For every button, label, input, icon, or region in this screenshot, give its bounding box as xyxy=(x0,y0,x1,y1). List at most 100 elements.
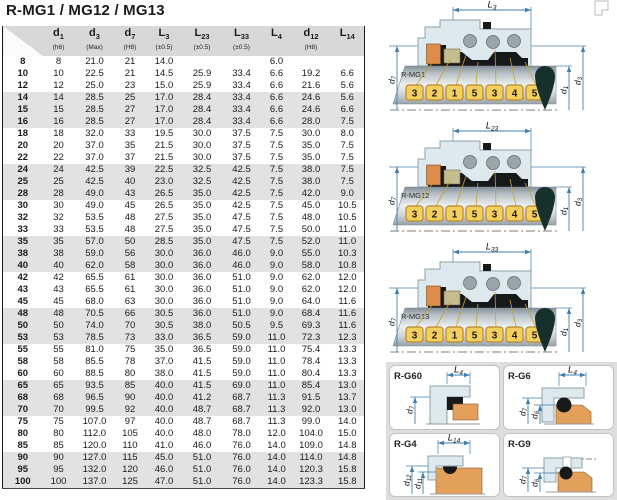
dimension-L4: L4 xyxy=(559,366,586,378)
row-label-cell: 18 xyxy=(17,128,29,139)
part-tag xyxy=(445,84,464,101)
svg-text:d6: d6 xyxy=(530,410,542,419)
spring xyxy=(426,43,441,65)
table-cell: 30 xyxy=(53,200,64,211)
table-cell: 38.0 xyxy=(154,368,174,379)
table-cell: 42.5 xyxy=(74,164,115,176)
dimension-table-wrap: d1 (h6) d3 (Max) d7 (H8) L3 (±0.5) L23 (±0.5) L33(… xyxy=(2,26,365,489)
table-cell: 120 xyxy=(114,464,146,476)
table-cell: 13.3 xyxy=(338,356,357,367)
table-cell: 17.0 xyxy=(145,116,183,128)
table-cell: 11.0 xyxy=(330,236,365,248)
seat-diagram-r-g9: R-G9 d7 d6 xyxy=(508,439,596,492)
row-label-cell: 38 xyxy=(2,248,43,260)
seal-face xyxy=(443,169,461,185)
table-cell: 42.5 xyxy=(221,188,262,200)
table-cell: 30.0 xyxy=(145,260,183,272)
table-cell: 15.0 xyxy=(154,80,174,91)
table-cell: 6.6 xyxy=(269,68,284,79)
row-label-cell: 30 xyxy=(17,200,29,211)
table-cell: 21.0 xyxy=(85,56,104,67)
seat-diagram-r-g60: R-G60 L4 d7 xyxy=(394,366,480,425)
table-cell: 14.0 xyxy=(261,452,292,464)
seat-card-r-g6: R-G6 L4 d7 d6 xyxy=(503,365,614,430)
table-cell: 37 xyxy=(124,152,136,163)
table-cell: 70.5 xyxy=(74,308,115,320)
table-cell: 28.5 xyxy=(74,104,115,116)
table-cell: 72.3 xyxy=(291,332,331,344)
table-cell: 23.0 xyxy=(145,176,183,188)
seat-card-r-g60: R-G60 L4 d7 xyxy=(389,365,500,430)
dimension-d7: d7 xyxy=(388,46,400,110)
table-cell: 25.9 xyxy=(192,80,212,91)
part-tag xyxy=(505,205,524,222)
table-cell: 27.5 xyxy=(154,224,174,235)
table-cell: 26.5 xyxy=(154,200,174,211)
table-cell: 127.0 xyxy=(74,452,115,464)
table-cell: 36.0 xyxy=(192,272,212,283)
column-header: L4 xyxy=(261,26,292,56)
table-cell: 46.0 xyxy=(221,260,262,272)
part-number: 3 xyxy=(492,210,498,221)
svg-text:d12: d12 xyxy=(402,473,414,485)
table-row: 95 95 132.0 120 46.0 51.0 76.0 14.0 120.3 15.8 xyxy=(2,464,365,476)
table-cell: 38.0 xyxy=(291,164,331,176)
table-cell: 27.5 xyxy=(154,212,174,223)
seat-diagram-r-g6: R-G6 L4 d7 d6 xyxy=(508,366,594,425)
row-label-cell: 85 xyxy=(17,440,29,451)
seat-model-label: R-G6 xyxy=(508,371,531,382)
svg-text:L23: L23 xyxy=(486,121,499,133)
row-label-cell: 80 xyxy=(17,428,29,439)
row-label-cell: 33 xyxy=(17,224,29,235)
seat-model-label: R-G4 xyxy=(394,439,417,450)
table-cell: 85 xyxy=(114,380,146,392)
table-cell: 33 xyxy=(53,224,64,235)
table-cell: 61 xyxy=(124,284,136,295)
part-tag xyxy=(465,326,484,343)
column-header: d7 (H8) xyxy=(114,26,146,56)
table-cell: 58 xyxy=(53,356,64,367)
part-tag xyxy=(445,326,464,343)
row-label-cell: 40 xyxy=(2,260,43,272)
table-cell: 97 xyxy=(124,416,136,427)
svg-text:L14: L14 xyxy=(448,434,461,445)
table-row: 60 60 88.5 80 38.0 41.5 59.0 11.0 80.4 13.3 xyxy=(3,368,365,380)
row-label-cell: 22 xyxy=(17,152,29,163)
row-label-cell: 95 xyxy=(2,464,43,476)
table-cell: 22 xyxy=(53,152,64,163)
table-cell: 24.6 xyxy=(291,104,331,116)
table-row: 38 38 59.0 56 30.0 36.0 46.0 9.0 55.0 10.3 xyxy=(2,248,365,260)
part-number: 2 xyxy=(432,331,438,342)
table-cell: 107.0 xyxy=(82,416,107,427)
table-row: 32 32 53.5 48 27.5 35.0 47.5 7.5 48.0 10.5 xyxy=(3,212,365,224)
svg-text:d1: d1 xyxy=(559,207,571,215)
table-cell: 56 xyxy=(114,248,146,260)
row-label-cell: 48 xyxy=(2,308,43,320)
table-cell: 78.4 xyxy=(301,356,321,367)
table-cell: 53 xyxy=(42,332,75,344)
table-cell: 50 xyxy=(42,320,75,332)
seal-model-label: R-MG13 xyxy=(401,312,429,321)
table-cell: 11.3 xyxy=(267,416,286,427)
table-cell: 12.0 xyxy=(338,284,357,295)
fluid-drop xyxy=(535,308,555,352)
part-number: 5 xyxy=(472,210,478,221)
row-label-cell: 16 xyxy=(2,116,43,128)
table-cell: 92 xyxy=(114,404,146,416)
fluid-drop xyxy=(535,187,555,231)
svg-text:L33: L33 xyxy=(486,242,499,254)
table-cell: 48 xyxy=(42,308,75,320)
table-cell: 27 xyxy=(114,104,146,116)
table-cell: 36.0 xyxy=(182,308,222,320)
table-row: 70 70 99.5 92 40.0 48.7 68.7 11.3 92.0 13.0 xyxy=(2,404,365,416)
dimension-L4: L4 xyxy=(447,366,470,378)
svg-text:L3: L3 xyxy=(488,0,497,12)
part-number: 3 xyxy=(412,210,418,221)
svg-text:d7: d7 xyxy=(518,407,530,416)
table-cell: 132.0 xyxy=(74,464,115,476)
dimension-d7: d7 xyxy=(388,288,400,352)
table-cell: 85 xyxy=(53,440,64,451)
part-tag xyxy=(485,84,504,101)
table-cell: 114.0 xyxy=(291,452,331,464)
svg-text:d1: d1 xyxy=(559,328,571,336)
